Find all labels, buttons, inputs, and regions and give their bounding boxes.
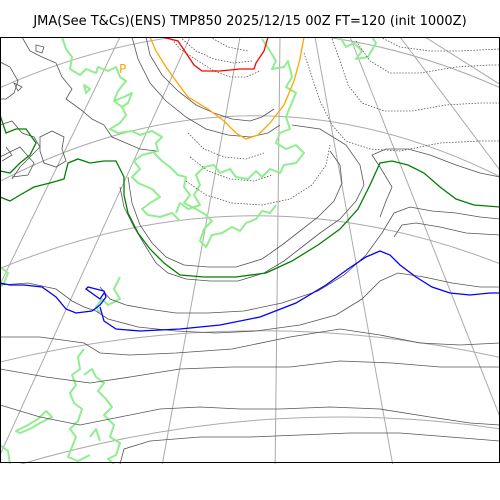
low-pressure-marker: P	[119, 62, 126, 76]
meridian-lines	[0, 37, 500, 464]
isotherm-minus30c	[161, 37, 269, 72]
coastlines	[0, 37, 377, 464]
map-frame	[0, 37, 500, 463]
latitude-lines	[0, 37, 500, 464]
isotherms-minor	[0, 37, 500, 464]
isotherm-minus6c	[0, 250, 500, 332]
islands-outline	[1, 44, 45, 162]
chart-title: JMA(See T&Cs)(ENS) TMP850 2025/12/15 00Z…	[33, 14, 467, 29]
isotherms-dotted	[169, 37, 500, 206]
forecast-map: P	[0, 37, 500, 464]
isotherm-minus18c	[149, 37, 305, 140]
isotherm-0c	[0, 114, 500, 278]
